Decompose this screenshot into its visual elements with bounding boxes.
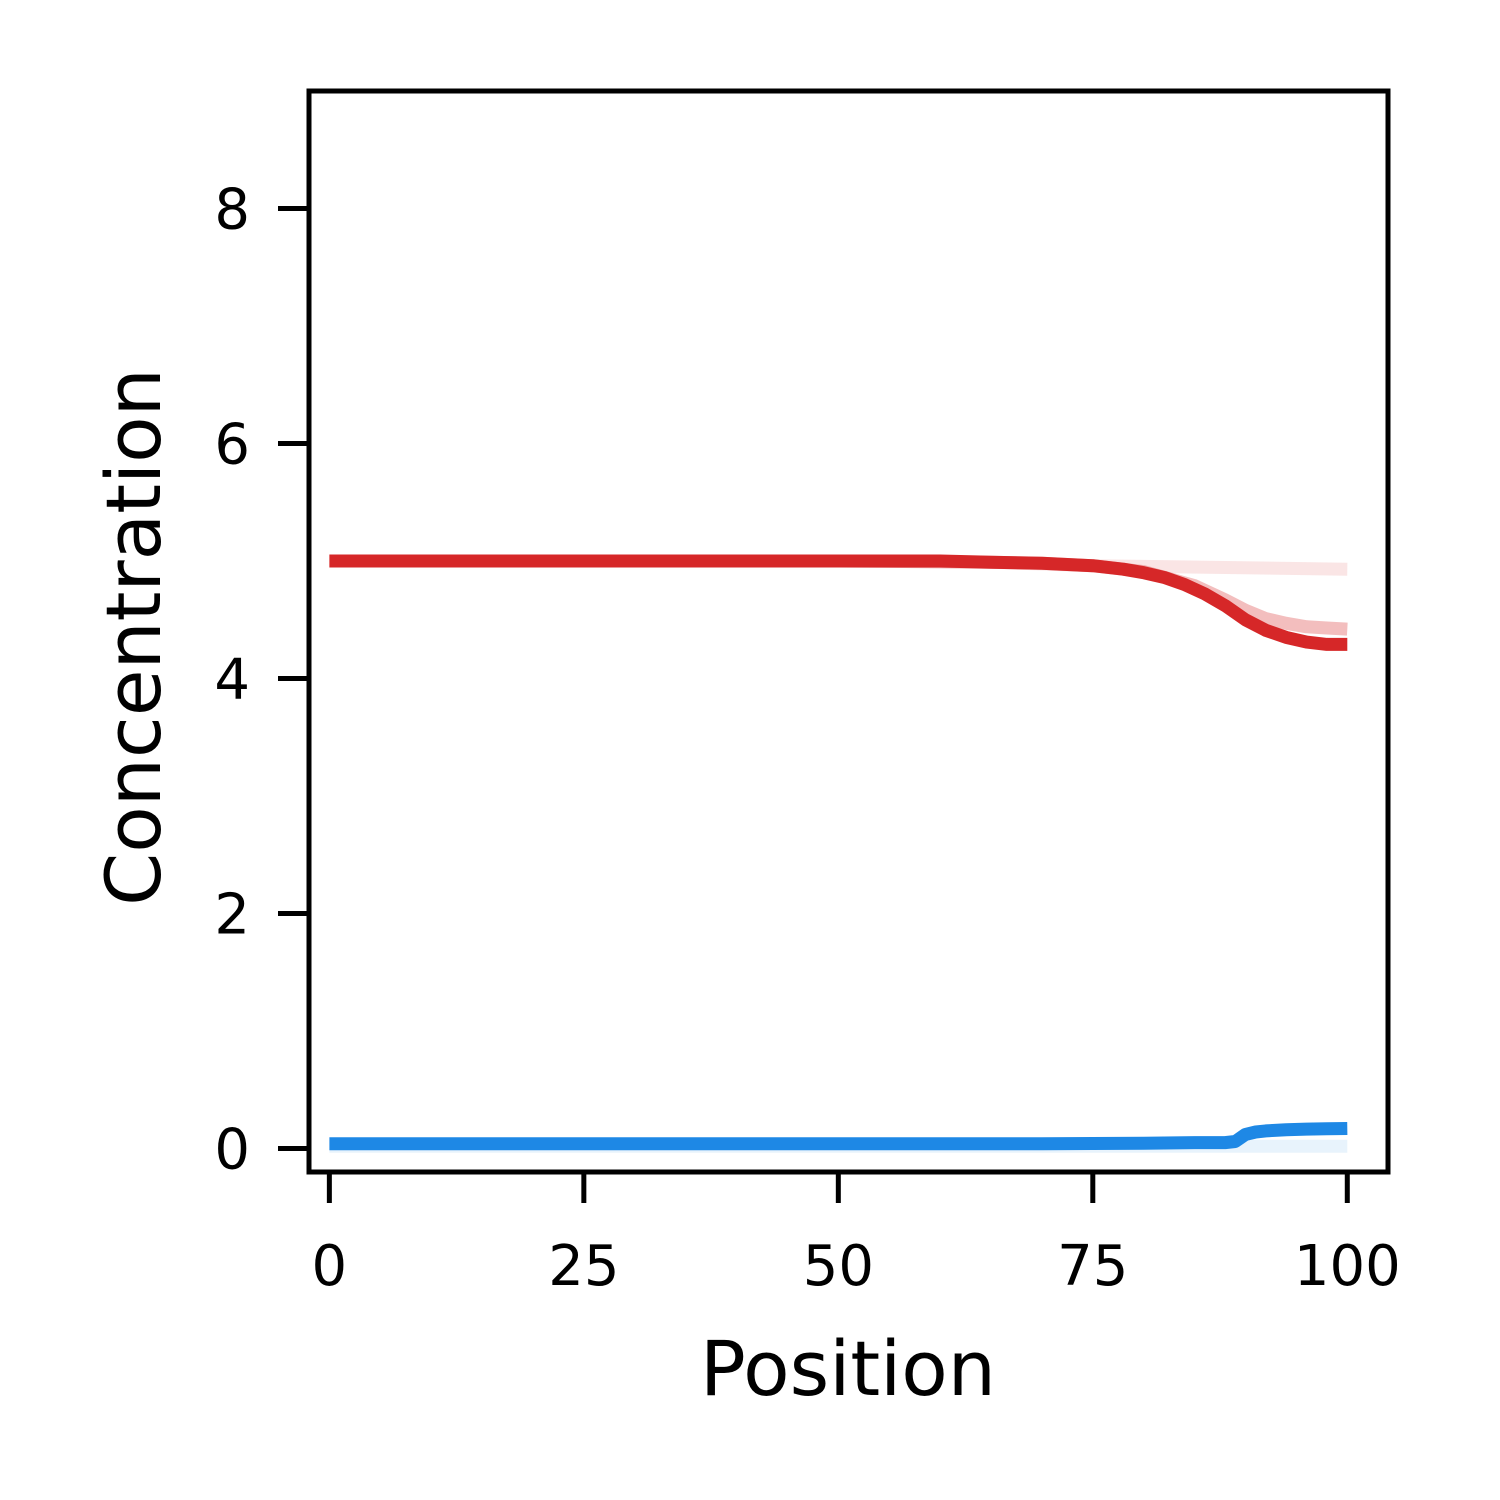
y-tick-label-8: 8 (214, 178, 250, 243)
x-tick-label-100: 100 (1294, 1234, 1401, 1299)
series-line-red-main (329, 554, 1348, 651)
y-tick-label-6: 6 (214, 413, 250, 478)
y-axis-title: Concentration (89, 368, 178, 906)
y-tick-label-4: 4 (214, 648, 250, 713)
y-tick-label-0: 0 (214, 1118, 250, 1183)
series-layer (329, 554, 1348, 1153)
x-tick-label-75: 75 (1057, 1234, 1128, 1299)
y-axis: 0 2 4 6 8 (214, 178, 309, 1183)
x-tick-label-0: 0 (312, 1234, 348, 1299)
plot-frame (306, 88, 1391, 1175)
x-tick-label-25: 25 (548, 1234, 619, 1299)
series-line-blue-main (329, 1122, 1348, 1151)
x-axis: 0 25 50 75 100 (312, 1172, 1401, 1299)
x-tick-label-50: 50 (803, 1234, 874, 1299)
y-tick-label-2: 2 (214, 883, 250, 948)
x-axis-title: Position (700, 1324, 996, 1413)
